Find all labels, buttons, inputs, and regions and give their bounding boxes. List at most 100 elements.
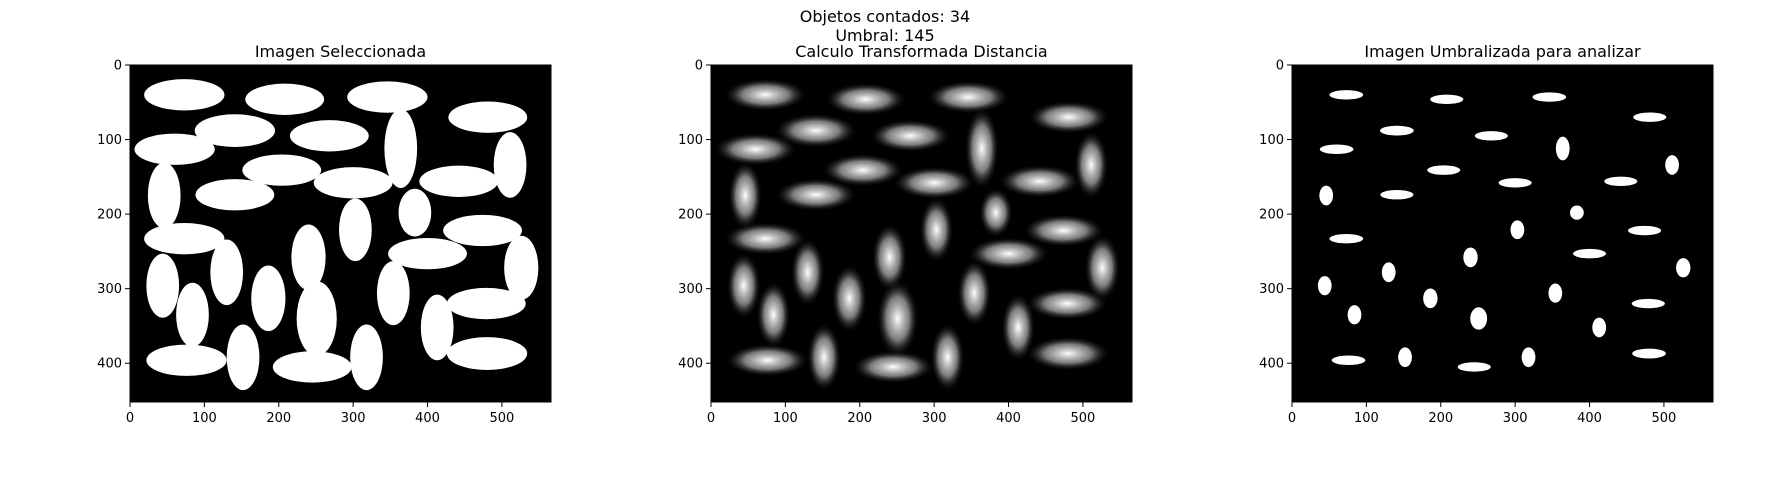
distance-peak	[892, 166, 976, 200]
x-tick-label: 200	[266, 411, 291, 426]
thresholded-object	[1570, 205, 1584, 220]
distance-peak	[723, 222, 808, 256]
y-tick-label: 0	[1276, 59, 1284, 74]
distance-peak	[723, 78, 808, 112]
y-tick-label: 400	[678, 357, 703, 372]
thresholded-object	[1329, 234, 1364, 244]
distance-peak	[1001, 292, 1036, 362]
blob-object	[388, 237, 467, 270]
panel-title: Calculo Transformada Distancia	[795, 42, 1047, 61]
x-tick-label: 0	[126, 411, 134, 426]
distance-peak	[926, 80, 1011, 114]
thresholded-object	[1592, 317, 1607, 338]
y-tick-label: 0	[114, 59, 122, 74]
thresholded-object	[1633, 112, 1667, 122]
distance-peak	[957, 259, 992, 327]
distance-peak	[930, 322, 965, 392]
thresholded-object	[1319, 144, 1354, 154]
distance-peak	[967, 237, 1050, 271]
blob-object	[194, 114, 276, 148]
blob-object	[226, 324, 260, 391]
distance-peak	[851, 350, 935, 384]
thresholded-object	[1463, 247, 1478, 268]
figure-suptitle-threshold: Umbral: 145	[835, 26, 935, 45]
blob-object	[376, 261, 410, 326]
y-tick-label: 100	[97, 133, 122, 148]
distance-peak	[964, 107, 999, 190]
thresholded-object	[1665, 155, 1679, 175]
thresholded-object	[1423, 288, 1438, 309]
thresholded-object	[1498, 178, 1532, 188]
image-content	[713, 78, 1121, 392]
y-tick-label: 300	[1259, 282, 1284, 297]
thresholded-object	[1676, 258, 1691, 278]
blob-object	[504, 235, 539, 300]
x-tick-label: 100	[773, 411, 798, 426]
panel-transformada-distancia: Calculo Transformada Distancia 0 100 200 300…	[678, 42, 1133, 426]
thresholded-object	[1470, 307, 1488, 330]
distance-peak	[806, 322, 842, 392]
distance-peak	[728, 161, 763, 230]
blob-object	[144, 223, 225, 255]
distance-peak	[1025, 287, 1109, 321]
blob-object	[272, 351, 352, 383]
blob-object	[296, 281, 337, 356]
blob-object	[245, 83, 325, 115]
distance-peak	[774, 178, 858, 212]
x-tick-label: 0	[707, 411, 715, 426]
x-tick-label: 300	[922, 411, 947, 426]
x-tick-label: 400	[415, 411, 440, 426]
x-tick-label: 500	[489, 411, 514, 426]
panel-title: Imagen Umbralizada para analizar	[1364, 42, 1641, 61]
blob-object	[289, 120, 369, 152]
image-content	[134, 79, 539, 391]
distance-peak	[1022, 214, 1105, 247]
blob-object	[134, 133, 215, 165]
axes-frame	[1291, 64, 1714, 403]
thresholded-object	[1319, 185, 1334, 206]
y-tick-label: 400	[97, 357, 122, 372]
thresholded-object	[1555, 136, 1570, 161]
blob-object	[147, 162, 181, 229]
thresholded-object	[1380, 190, 1414, 200]
panel-imagen-umbralizada: Imagen Umbralizada para analizar 0 100 200 3…	[1259, 42, 1714, 426]
distance-peak	[821, 153, 905, 187]
distance-peak	[773, 113, 859, 148]
thresholded-object	[1521, 347, 1536, 368]
thresholded-object	[1427, 165, 1461, 175]
distance-peak	[1073, 130, 1109, 200]
y-tick-label: 200	[1259, 208, 1284, 223]
blob-object	[291, 224, 326, 291]
y-tick-label: 300	[678, 282, 703, 297]
thresholded-object	[1347, 305, 1362, 325]
blob-object	[210, 239, 244, 306]
blob-object	[443, 214, 522, 247]
x-tick-label: 100	[1354, 411, 1379, 426]
distance-peak	[756, 281, 791, 349]
distance-peak	[824, 82, 908, 116]
thresholded-object	[1380, 125, 1414, 136]
blob-object	[398, 188, 432, 237]
x-tick-label: 500	[1651, 411, 1676, 426]
blob-object	[446, 287, 526, 320]
blob-object	[419, 165, 499, 197]
blob-object	[146, 253, 180, 318]
blob-object	[350, 324, 383, 391]
blob-object	[384, 108, 418, 189]
blob-object	[313, 167, 393, 199]
x-tick-label: 500	[1070, 411, 1095, 426]
blob-object	[339, 198, 372, 262]
distance-peak	[725, 343, 810, 377]
distance-peak	[978, 187, 1014, 238]
blob-object	[420, 294, 454, 361]
distance-peak	[1027, 100, 1111, 134]
x-tick-label: 0	[1288, 411, 1296, 426]
thresholded-object	[1532, 92, 1567, 102]
distance-peak	[868, 119, 952, 153]
distance-peak	[831, 263, 868, 333]
blob-object	[347, 81, 428, 113]
y-tick-label: 100	[678, 133, 703, 148]
image-content	[1317, 90, 1691, 372]
blob-object	[176, 282, 209, 347]
blob-object	[144, 79, 225, 111]
